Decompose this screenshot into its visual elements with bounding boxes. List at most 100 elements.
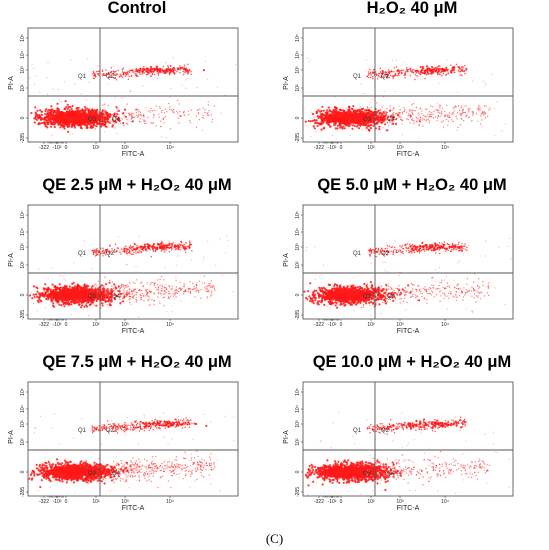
event-dot bbox=[135, 294, 138, 296]
event-dot bbox=[47, 110, 49, 112]
event-dot bbox=[183, 64, 186, 67]
event-dot bbox=[411, 112, 414, 114]
event-dot bbox=[403, 107, 405, 109]
event-dot bbox=[395, 118, 398, 121]
event-dot bbox=[460, 69, 463, 72]
event-dot bbox=[357, 127, 361, 130]
event-dot bbox=[439, 106, 441, 109]
event-dot bbox=[449, 116, 451, 119]
event-dot bbox=[101, 116, 103, 119]
event-dot bbox=[165, 137, 167, 139]
event-dot bbox=[369, 126, 371, 129]
event-dot bbox=[411, 111, 413, 113]
event-dot bbox=[448, 116, 450, 118]
event-dot bbox=[131, 293, 133, 295]
event-dot bbox=[422, 114, 425, 117]
event-dot bbox=[370, 101, 372, 103]
event-dot bbox=[97, 280, 100, 282]
event-dot bbox=[461, 118, 463, 120]
event-dot bbox=[436, 66, 438, 68]
event-dot bbox=[183, 68, 186, 71]
event-dot bbox=[378, 111, 380, 113]
event-dot bbox=[399, 116, 402, 118]
event-dot bbox=[95, 297, 97, 299]
event-dot bbox=[357, 112, 361, 116]
event-dot bbox=[125, 292, 128, 295]
event-dot bbox=[116, 73, 119, 76]
event-dot bbox=[169, 108, 171, 111]
event-dot bbox=[410, 70, 413, 73]
event-dot bbox=[125, 122, 128, 125]
event-dot bbox=[110, 66, 113, 69]
event-dot bbox=[125, 72, 127, 74]
event-dot bbox=[465, 67, 468, 71]
event-dot bbox=[356, 109, 359, 112]
event-dot bbox=[63, 298, 67, 302]
event-dot bbox=[118, 293, 121, 295]
event-dot bbox=[158, 71, 160, 74]
event-dot bbox=[440, 68, 443, 71]
event-dot bbox=[145, 107, 147, 109]
event-dot bbox=[137, 114, 140, 116]
event-dot bbox=[143, 300, 145, 302]
event-dot bbox=[68, 109, 71, 112]
event-dot bbox=[413, 120, 415, 122]
event-dot bbox=[92, 75, 95, 77]
event-dot bbox=[111, 292, 114, 294]
event-dot bbox=[201, 129, 204, 131]
event-dot bbox=[115, 121, 118, 124]
event-dot bbox=[78, 292, 82, 296]
event-dot bbox=[179, 287, 181, 289]
event-dot bbox=[140, 299, 142, 301]
event-dot bbox=[161, 109, 163, 112]
event-dot bbox=[43, 121, 46, 124]
event-dot bbox=[436, 109, 438, 111]
event-dot bbox=[160, 136, 163, 138]
event-dot bbox=[496, 101, 498, 103]
event-dot bbox=[409, 75, 412, 77]
event-dot bbox=[94, 287, 97, 290]
event-dot bbox=[477, 120, 479, 123]
event-dot bbox=[183, 114, 185, 117]
event-dot bbox=[386, 129, 389, 132]
event-dot bbox=[464, 111, 466, 114]
event-dot bbox=[30, 111, 33, 115]
event-dot bbox=[159, 120, 162, 122]
event-dot bbox=[388, 125, 390, 127]
event-dot bbox=[440, 121, 443, 123]
event-dot bbox=[33, 67, 35, 69]
event-dot bbox=[142, 293, 144, 295]
event-dot bbox=[370, 123, 373, 127]
event-dot bbox=[188, 68, 191, 71]
event-dot bbox=[419, 107, 422, 110]
event-dot bbox=[359, 123, 362, 125]
event-dot bbox=[80, 127, 83, 130]
event-dot bbox=[146, 282, 148, 284]
event-dot bbox=[314, 122, 317, 125]
event-dot bbox=[410, 109, 412, 111]
event-dot bbox=[135, 75, 138, 77]
event-dot bbox=[87, 296, 90, 298]
event-dot bbox=[157, 288, 160, 290]
event-dot bbox=[403, 110, 405, 113]
event-dot bbox=[347, 108, 350, 111]
event-dot bbox=[50, 125, 53, 128]
event-dot bbox=[134, 116, 136, 118]
event-dot bbox=[159, 302, 161, 305]
event-dot bbox=[421, 119, 423, 121]
event-dot bbox=[112, 70, 115, 73]
event-dot bbox=[96, 108, 99, 111]
event-dot bbox=[111, 114, 114, 116]
event-dot bbox=[122, 289, 125, 291]
event-dot bbox=[173, 112, 175, 114]
event-dot bbox=[376, 118, 378, 121]
event-dot bbox=[200, 289, 202, 291]
event-dot bbox=[106, 119, 108, 122]
event-dot bbox=[124, 109, 126, 111]
event-dot bbox=[202, 69, 205, 72]
event-dot bbox=[476, 107, 479, 110]
event-dot bbox=[46, 288, 49, 291]
event-dot bbox=[485, 113, 487, 115]
event-dot bbox=[404, 72, 407, 74]
event-dot bbox=[328, 109, 331, 112]
